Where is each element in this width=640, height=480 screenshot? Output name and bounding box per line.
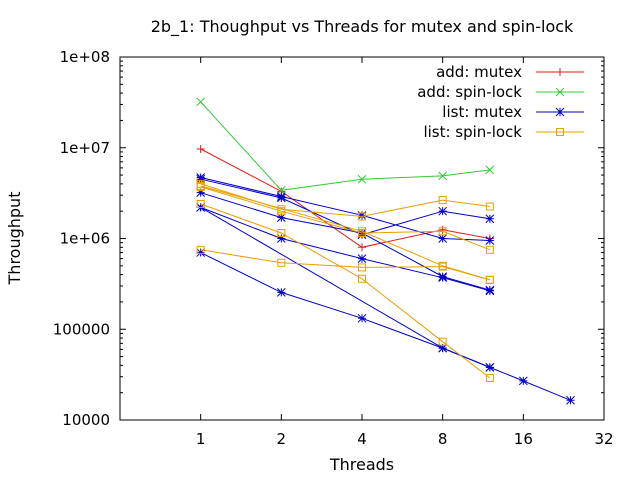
data-point — [276, 185, 286, 195]
data-point — [276, 288, 286, 297]
data-point — [357, 313, 367, 323]
data-point — [277, 258, 286, 267]
legend-label: list: mutex — [442, 103, 522, 121]
data-point — [196, 245, 205, 254]
data-point — [485, 363, 495, 372]
data-point — [438, 171, 448, 181]
data-point — [196, 199, 205, 208]
data-point — [438, 227, 447, 236]
data-point — [196, 97, 206, 107]
data-point — [438, 337, 447, 346]
data-point — [438, 234, 448, 243]
x-tick-label: 1 — [196, 430, 206, 448]
series-line — [200, 186, 491, 251]
data-point — [357, 210, 367, 220]
data-point — [196, 174, 206, 184]
y-tick-label: 100000 — [53, 320, 110, 338]
series-layer — [196, 97, 575, 405]
legend-label: list: spin-lock — [423, 123, 522, 141]
data-point — [438, 196, 447, 205]
legend-label: add: mutex — [436, 63, 522, 81]
chart-title: 2b_1: Thoughput vs Threads for mutex and… — [151, 17, 574, 37]
series-line — [200, 206, 571, 401]
data-point — [276, 193, 286, 203]
x-tick-label: 4 — [357, 430, 367, 448]
data-point — [277, 228, 286, 237]
series-add-mutex — [196, 144, 494, 252]
series-line — [200, 185, 491, 281]
legend-marker — [555, 107, 565, 117]
data-point — [485, 286, 495, 296]
data-point — [196, 144, 205, 153]
data-point — [485, 236, 495, 245]
data-point — [438, 261, 447, 270]
data-point — [196, 248, 206, 257]
x-axis-label: Threads — [329, 455, 394, 474]
data-point — [358, 212, 366, 221]
data-point — [485, 245, 494, 254]
data-point — [485, 202, 494, 211]
data-point — [277, 207, 286, 216]
legend-label: add: spin-lock — [417, 83, 522, 101]
data-point — [276, 234, 286, 243]
y-tick-label: 1e+06 — [60, 230, 110, 248]
series-add-spin-lock — [196, 97, 495, 195]
data-point — [566, 395, 575, 405]
data-point — [518, 376, 528, 386]
data-point — [438, 206, 448, 216]
data-point — [438, 273, 448, 283]
series-list-mutex — [196, 173, 575, 405]
data-point — [358, 243, 366, 252]
data-point — [357, 254, 367, 263]
data-point — [485, 275, 494, 284]
y-axis-label: Throughput — [5, 192, 24, 286]
legend-marker — [555, 87, 565, 97]
data-point — [276, 213, 286, 222]
series-line — [200, 249, 491, 281]
series-line — [200, 203, 491, 379]
data-point — [358, 263, 366, 272]
x-tick-label: 8 — [438, 430, 448, 448]
y-tick-label: 10000 — [62, 411, 110, 429]
y-tick-label: 1e+08 — [60, 48, 110, 66]
legend-marker — [556, 68, 564, 76]
data-point — [438, 225, 447, 234]
data-point — [358, 274, 366, 283]
data-point — [196, 188, 206, 198]
data-point — [358, 227, 366, 236]
y-tick-label: 1e+07 — [60, 139, 110, 157]
legend-marker — [556, 128, 564, 136]
x-tick-label: 2 — [277, 430, 287, 448]
series-list-spin-lock — [196, 179, 494, 383]
ticks-layer: 1 2 4 8 16 32 10000 100000 1e+06 1e+07 1e+08 — [53, 48, 614, 448]
data-point — [485, 374, 494, 383]
data-point — [196, 181, 205, 190]
data-point — [438, 343, 448, 353]
data-point — [357, 174, 367, 184]
data-point — [485, 165, 495, 175]
data-point — [485, 214, 495, 224]
x-tick-label: 16 — [514, 430, 533, 448]
legend: add: mutex add: spin-lock list: mutex list:… — [417, 63, 584, 141]
x-tick-label: 32 — [594, 430, 613, 448]
